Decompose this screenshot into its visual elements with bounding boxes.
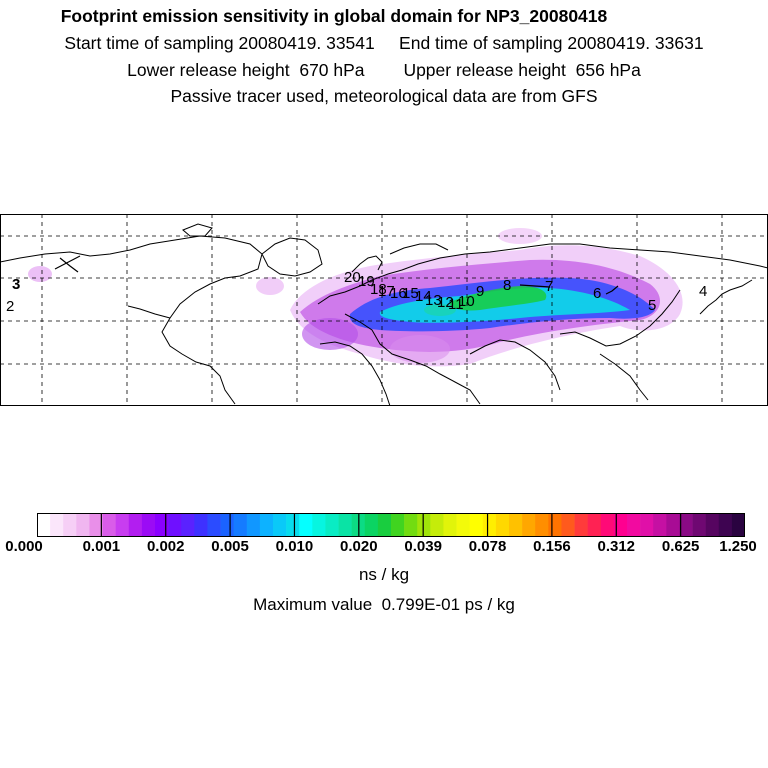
color-bin <box>338 513 352 537</box>
scale-tick-label: 0.312 <box>597 538 636 555</box>
color-bin <box>627 513 641 537</box>
plot-title: Footprint emission sensitivity in global… <box>60 6 608 26</box>
traj-label: 7 <box>545 278 553 295</box>
sampling-time-line: Start time of sampling 20080419. 33541 E… <box>64 33 704 53</box>
traj-label: 18 <box>370 281 387 298</box>
traj-label: 19 <box>358 273 375 290</box>
footprint-map: 2 3 4 5 6 7 8 9 10 11 12 13 14 15 16 17 … <box>0 214 768 406</box>
color-bin <box>141 513 156 537</box>
traj-label: 4 <box>699 283 707 300</box>
scale-tick-label: 0.005 <box>211 538 249 555</box>
color-bin <box>115 513 130 537</box>
grid <box>0 214 768 406</box>
color-bin <box>220 513 234 537</box>
color-bin <box>443 513 457 537</box>
color-bin <box>273 513 287 537</box>
color-bin <box>286 513 300 537</box>
color-bin <box>495 513 510 537</box>
color-bin <box>299 513 313 537</box>
color-bin <box>561 513 575 537</box>
traj-label: 6 <box>593 285 601 302</box>
traj-label: 10 <box>458 293 475 310</box>
color-scale-bar <box>37 513 745 537</box>
release-height-line: Lower release height 670 hPa Upper relea… <box>127 60 641 80</box>
traj-label: 8 <box>503 277 511 294</box>
color-bin <box>63 513 77 537</box>
color-bin <box>705 513 720 537</box>
traj-label: 17 <box>378 283 395 300</box>
color-bin <box>128 513 143 537</box>
color-bin <box>37 513 51 537</box>
color-bin <box>718 513 733 537</box>
color-bin <box>653 513 667 537</box>
color-bin <box>181 513 195 537</box>
color-bin <box>155 513 169 537</box>
color-bin <box>404 513 418 537</box>
color-bin <box>377 513 392 537</box>
traj-label: 11 <box>448 296 464 313</box>
scale-tick-label: 0.000 <box>5 538 43 555</box>
color-bin <box>574 513 588 537</box>
scale-tick-label: 0.039 <box>404 538 442 555</box>
color-bin <box>430 513 444 537</box>
color-bin <box>76 513 90 537</box>
color-bin <box>233 513 248 537</box>
color-bin <box>731 513 745 537</box>
color-bin <box>417 513 431 537</box>
traj-label: 3 <box>12 276 20 293</box>
color-bin <box>548 513 562 537</box>
scale-tick-label: 0.625 <box>661 538 700 555</box>
scale-tick-label: 0.020 <box>340 538 378 555</box>
color-bin <box>522 513 536 537</box>
scale-tick-label: 0.002 <box>146 538 185 555</box>
color-bin <box>325 513 339 537</box>
color-bin <box>364 513 379 537</box>
color-bin <box>482 513 497 537</box>
color-bin <box>89 513 103 537</box>
units-label: ns / kg <box>358 565 410 584</box>
color-bin <box>587 513 602 537</box>
color-bin <box>640 513 654 537</box>
color-bin <box>391 513 405 537</box>
scale-tick-label: 0.156 <box>533 538 571 555</box>
color-bin <box>469 513 484 537</box>
traj-label: 12 <box>437 294 454 311</box>
color-bin <box>312 513 326 537</box>
scale-tick-label: 0.010 <box>275 538 314 555</box>
color-bin <box>509 513 523 537</box>
color-bin <box>194 513 208 537</box>
sensitivity-field <box>28 228 683 367</box>
coastlines <box>0 223 768 406</box>
color-bin <box>679 513 693 537</box>
color-bin <box>168 513 182 537</box>
color-bin <box>246 513 261 537</box>
color-bin <box>692 513 706 537</box>
color-bin <box>535 513 549 537</box>
max-value-label: Maximum value 0.799E-01 ps / kg <box>253 595 515 614</box>
color-bin <box>456 513 470 537</box>
color-bin <box>207 513 221 537</box>
trajectory-labels: 2 3 4 5 6 7 8 9 10 11 12 13 14 15 16 17 … <box>6 269 707 315</box>
traj-label: 5 <box>648 297 656 314</box>
traj-label: 16 <box>390 285 407 302</box>
color-bin <box>613 513 628 537</box>
color-bin <box>50 513 64 537</box>
traj-label: 13 <box>425 292 442 309</box>
trajectory-path <box>54 255 619 295</box>
color-bin <box>102 513 116 537</box>
scale-tick-label: 0.078 <box>468 538 507 555</box>
traj-label: 20 <box>344 269 361 286</box>
tracer-info-line: Passive tracer used, meteorological data… <box>170 86 598 106</box>
color-bin <box>666 513 680 537</box>
color-bin <box>259 513 274 537</box>
traj-label: 15 <box>402 285 419 302</box>
traj-label: 9 <box>476 283 484 300</box>
scale-tick-label: 0.001 <box>82 538 121 555</box>
scale-tick-label: 1.250 <box>719 538 757 555</box>
traj-label: 2 <box>6 298 14 315</box>
color-bin <box>600 513 615 537</box>
traj-label: 14 <box>415 288 432 305</box>
